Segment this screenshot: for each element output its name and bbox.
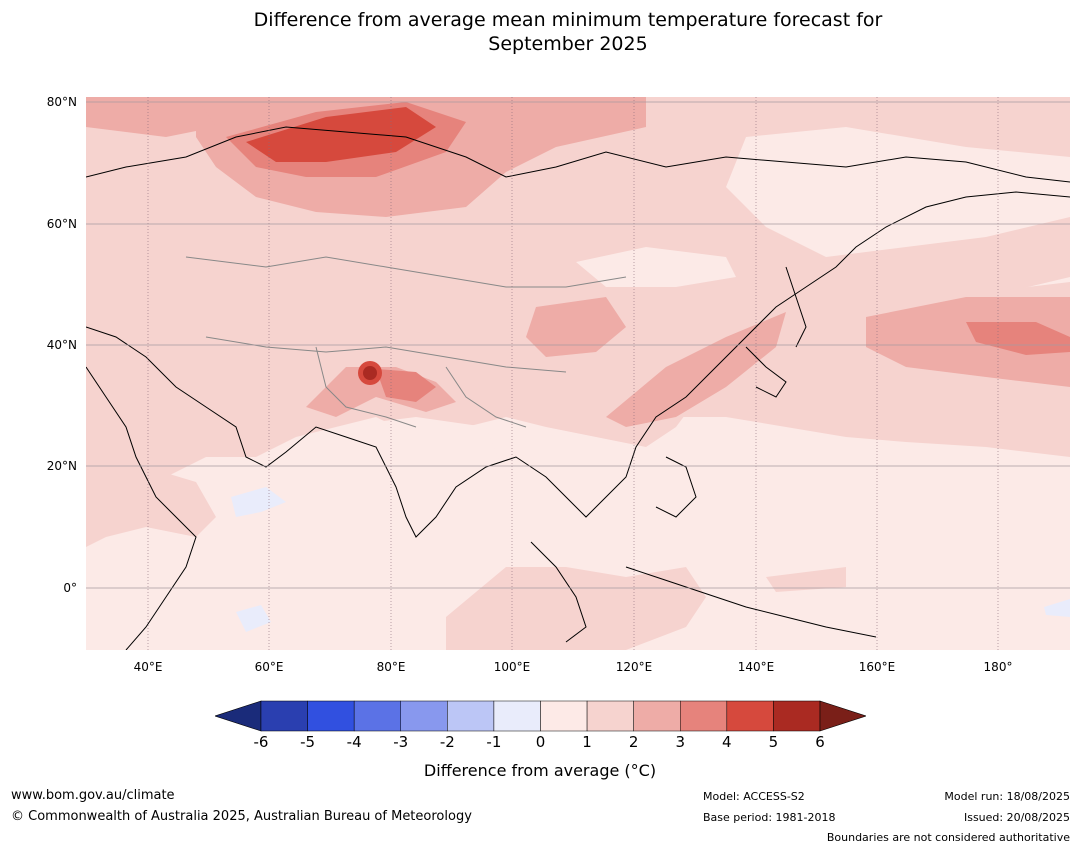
country-boundaries [185,256,627,428]
anomaly-region-2-3-pacific [866,297,1070,387]
lon-label-80e: 80°E [376,660,406,674]
colorbar-tick-label: 2 [628,733,639,751]
lat-label-0: 0° [63,581,77,595]
anomaly-region-4-5-russia [246,107,436,162]
colorbar-segment [447,700,495,732]
anomaly-region-3-4-pacific [966,322,1070,355]
footer-issued: Issued: 20/08/2025 [963,811,1070,824]
colorbar-tick-label: 6 [815,733,825,751]
footer-boundaries-note: Boundaries are not considered authoritat… [826,831,1070,844]
colorbar-segment [307,700,355,732]
anomaly-region-2-3-arctic [86,97,216,137]
lat-label-80n: 80°N [46,95,77,109]
lon-label-140e: 140°E [737,660,775,674]
map-title-line2: September 2025 [488,33,648,55]
lon-label-160e: 160°E [858,660,896,674]
colorbar-segment [633,700,681,732]
colorbar-extend-low [214,700,262,732]
anomaly-region-1-2-east [766,567,846,592]
colorbar-segment [493,700,541,732]
footer-model-run: Model run: 18/08/2025 [944,790,1070,803]
lon-label-60e: 60°E [254,660,284,674]
colorbar-tick-label: -1 [486,733,502,751]
latitude-gridlines [86,101,1070,589]
colorbar-tick-label: -3 [393,733,409,751]
footer-model: Model: ACCESS-S2 [703,790,805,803]
colorbar-svg [214,700,867,732]
colorbar-segment [260,700,308,732]
colorbar-tick-label: 3 [675,733,686,751]
anomaly-region-3-4-tibet [376,369,436,402]
anomaly-region-0-1-central [576,247,736,287]
colorbar-tick-label: -2 [439,733,455,751]
anomaly-region-0-1-siberia [726,127,1070,257]
anomaly-region-cool-pacific [1044,599,1070,617]
lat-label-40n: 40°N [46,338,77,352]
colorbar-extend-high [819,700,867,732]
forecast-map-svg [86,97,1070,650]
footer-base-period: Base period: 1981-2018 [703,811,836,824]
colorbar-tick-label: 4 [722,733,732,751]
colorbar-tick-label: -6 [253,733,269,751]
coastlines [86,126,1070,650]
colorbar-segment [726,700,774,732]
colorbar-segment [400,700,448,732]
colorbar-segment [773,700,821,732]
colorbar-segment [353,700,402,732]
forecast-map[interactable] [86,97,1070,650]
anomaly-region-0-1-india [336,417,506,567]
colorbar-tick-label: -4 [346,733,362,751]
lat-label-60n: 60°N [46,217,77,231]
anomaly-region-2-3-china [526,297,626,357]
footer-copyright: © Commonwealth of Australia 2025, Austra… [11,809,472,824]
anomaly-region-cool-arabian [231,487,286,517]
colorbar-segment [586,700,634,732]
lon-label-40e: 40°E [133,660,163,674]
anomaly-region-2-3-japan [606,312,786,427]
colorbar-segment [680,700,728,732]
colorbar [214,700,867,732]
colorbar-title: Difference from average (°C) [423,761,657,780]
map-title-line1: Difference from average mean minimum tem… [253,9,883,31]
colorbar-tick-label: 5 [768,733,779,751]
footer-website: www.bom.gov.au/climate [11,788,175,803]
colorbar-tick-label: 0 [535,733,546,751]
colorbar-segment [540,700,588,732]
anomaly-hotspot-core [363,366,377,380]
lon-label-120e: 120°E [615,660,653,674]
lon-label-180: 180° [983,660,1013,674]
colorbar-tick-label: -5 [300,733,316,751]
map-title: Difference from average mean minimum tem… [0,8,1081,56]
anomaly-region-1-2-africa [86,467,216,547]
colorbar-tick-label: 1 [582,733,592,751]
lat-label-20n: 20°N [46,459,77,473]
lon-label-100e: 100°E [493,660,531,674]
anomaly-region-cool-indian-ocean [236,605,271,632]
longitude-gridlines [147,97,999,650]
